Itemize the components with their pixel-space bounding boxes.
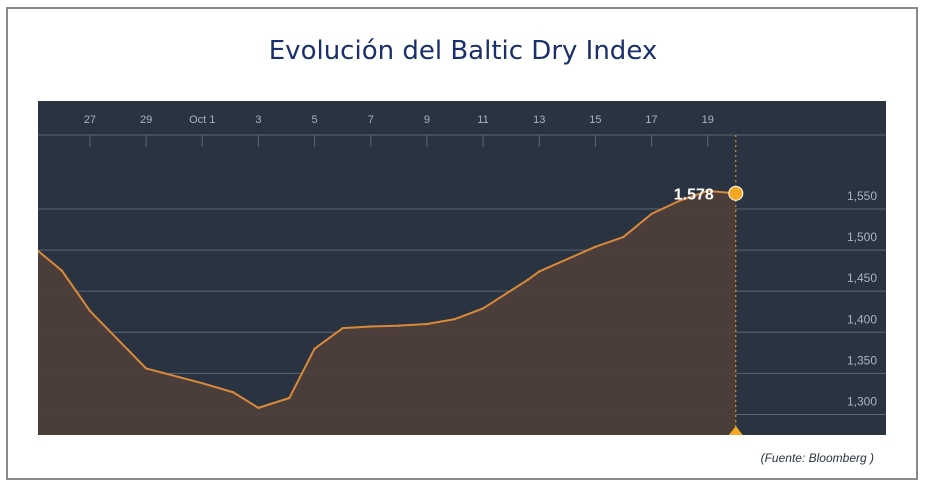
data-point bbox=[369, 325, 372, 328]
y-tick-label: 1,550 bbox=[847, 189, 877, 203]
data-point bbox=[453, 317, 457, 321]
y-tick-label: 1,350 bbox=[847, 353, 877, 367]
data-point bbox=[288, 396, 291, 400]
data-point bbox=[231, 391, 235, 394]
x-tick-label: 13 bbox=[533, 114, 545, 126]
highlight-marker bbox=[728, 185, 744, 201]
data-point bbox=[594, 245, 597, 248]
highlight-value-label: 1.578 bbox=[674, 186, 714, 203]
data-point bbox=[397, 324, 401, 327]
data-point bbox=[60, 269, 64, 272]
x-tick-label: 7 bbox=[368, 114, 374, 126]
y-tick-label: 1,400 bbox=[847, 312, 877, 326]
x-tick-label: Oct 1 bbox=[189, 114, 215, 126]
x-tick-label: 27 bbox=[84, 114, 96, 126]
data-point bbox=[257, 406, 260, 410]
x-tick-label: 15 bbox=[589, 114, 601, 126]
y-tick-label: 1,500 bbox=[847, 230, 877, 244]
data-point bbox=[88, 309, 92, 313]
y-tick-label: 1,300 bbox=[847, 394, 877, 408]
chart-title: Evolución del Baltic Dry Index bbox=[268, 36, 658, 66]
data-point bbox=[341, 326, 344, 330]
data-point bbox=[526, 278, 530, 281]
cursor-triangle bbox=[728, 426, 743, 435]
x-tick-label: 17 bbox=[645, 114, 657, 126]
data-point bbox=[481, 307, 485, 310]
x-tick-label: 9 bbox=[424, 114, 430, 126]
data-point bbox=[538, 270, 541, 273]
data-point bbox=[201, 382, 204, 385]
y-tick-label: 1,450 bbox=[847, 271, 877, 285]
x-tick-label: 5 bbox=[312, 114, 318, 126]
series-area bbox=[38, 190, 736, 435]
data-point bbox=[650, 212, 653, 216]
x-tick-label: 11 bbox=[477, 114, 488, 126]
x-tick-label: 19 bbox=[702, 114, 714, 126]
chart-area: 27 29 Oct 1 3 5 7 9 11 13 15 17 19 1,300 1,350 1,400 1,… bbox=[38, 101, 886, 435]
data-point bbox=[678, 199, 681, 202]
source-note: (Fuente: Bloomberg ) bbox=[760, 451, 874, 465]
data-point bbox=[38, 249, 40, 253]
data-point bbox=[622, 235, 625, 239]
data-point bbox=[425, 322, 429, 326]
data-point bbox=[706, 189, 709, 193]
baltic-dry-index-chart: 27 29 Oct 1 3 5 7 9 11 13 15 17 19 1,300 1,350 1,400 1,… bbox=[38, 114, 886, 435]
data-point bbox=[144, 367, 148, 370]
data-point bbox=[313, 347, 316, 350]
x-tick-label: 29 bbox=[140, 114, 152, 126]
x-tick-label: 3 bbox=[255, 114, 261, 126]
